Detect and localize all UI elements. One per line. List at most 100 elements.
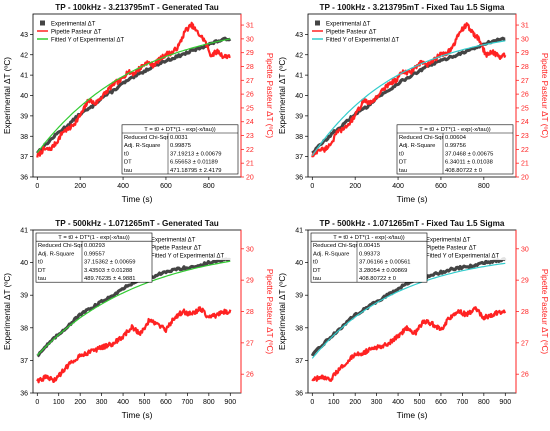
chart-4-fit-param-name: t0 xyxy=(313,260,318,266)
chart-4-fit-param-name: DT xyxy=(313,268,321,274)
chart-2-x-tick-label: 600 xyxy=(435,183,447,190)
chart-4-fit-param-name: Reduced Chi-Sqr xyxy=(313,243,358,249)
chart-3-y2-tick-label: 28 xyxy=(246,309,254,316)
chart-1-x-tick-label: 400 xyxy=(117,183,129,190)
chart-2-fit-param-value: 0.00604 xyxy=(445,135,467,141)
chart-4-x-tick-label: 900 xyxy=(499,399,511,406)
chart-4-fit-param-name: tau xyxy=(313,276,321,282)
chart-4-fit-param-name: Adj. R-Square xyxy=(313,251,349,257)
chart-3-fit-param-value: 0.00293 xyxy=(84,243,105,249)
chart-2-y-tick-label: 39 xyxy=(295,113,303,120)
chart-1-fit-table: T = t0 + DT*(1 - exp(-x/tau)) Reduced Chi… xyxy=(121,124,239,175)
chart-3-fit-equation: T = t0 + DT*(1 - exp(-x/tau)) xyxy=(58,235,129,241)
chart-4-x-tick-label: 100 xyxy=(328,399,340,406)
chart-4-y-tick-label: 39 xyxy=(295,293,303,300)
chart-2-y2-tick-label: 23 xyxy=(521,133,529,140)
chart-1-fit-param-name: Adj. R-Square xyxy=(124,143,160,149)
chart-3-fit-param-name: Reduced Chi-Sqr xyxy=(38,243,83,249)
chart-4-series-pipette xyxy=(311,306,507,382)
chart-3-fit-param-name: Adj. R-Square xyxy=(38,251,74,257)
chart-3-x-tick-label: 600 xyxy=(160,399,172,406)
chart-2-y2-tick-label: 30 xyxy=(521,36,529,43)
chart-4-fit-param-value: 0.99373 xyxy=(359,251,380,257)
chart-3-y2-tick-label: 29 xyxy=(246,278,254,285)
chart-4-y2-tick-label: 29 xyxy=(521,278,529,285)
chart-4-x-tick-label: 500 xyxy=(414,399,426,406)
chart-4-fit-param-value: 0.00415 xyxy=(359,243,380,249)
chart-4-series-experimental xyxy=(310,257,507,357)
chart-4-x-tick-label: 0 xyxy=(310,399,314,406)
chart-2-y2-tick-label: 24 xyxy=(521,119,529,126)
chart-2-y2-tick-label: 21 xyxy=(521,161,529,168)
chart-4-title: TP - 500kHz - 1.071265mT - Fixed Tau 1.5… xyxy=(320,219,505,228)
chart-2-y2-tick-label: 25 xyxy=(521,105,529,112)
chart-4-legend-label: Experimental ΔT xyxy=(426,237,471,243)
chart-3-legend-label: Fitted Y of Experimental ΔT xyxy=(151,253,224,259)
chart-4-x-axis-label: Time (s) xyxy=(397,410,428,420)
chart-3-x-axis-label: Time (s) xyxy=(122,410,153,420)
chart-2-fit-equation: T = t0 + DT*(1 - exp(-x/tau)) xyxy=(419,127,490,133)
chart-1-fit-param-name: Reduced Chi-Sqr xyxy=(124,135,169,141)
chart-1-series-pipette xyxy=(36,21,231,158)
chart-1-fit-equation: T = t0 + DT*(1 - exp(-x/tau)) xyxy=(144,127,215,133)
chart-3-y2-axis-label: Pipette Pasteur ΔT (ºC) xyxy=(265,269,274,354)
chart-1-y2-tick-label: 25 xyxy=(246,105,254,112)
chart-2-y-tick-label: 36 xyxy=(295,175,303,182)
chart-3-x-tick-label: 500 xyxy=(139,399,151,406)
chart-4-legend-label: Pipette Pasteur ΔT xyxy=(426,245,477,251)
chart-3-y2-tick-label: 27 xyxy=(246,340,254,347)
chart-3-legend: Experimental ΔT Pipette Pasteur ΔT Fitted … xyxy=(136,233,238,260)
chart-4-x-tick-label: 700 xyxy=(457,399,469,406)
chart-2-x-tick-label: 400 xyxy=(392,183,404,190)
chart-2-y2-tick-label: 20 xyxy=(521,175,529,182)
chart-1-fit-param-value: 6.55653 ± 0.01189 xyxy=(170,160,218,166)
chart-2-fit-param-name: t0 xyxy=(399,151,404,157)
chart-2-series-experimental xyxy=(311,36,506,155)
chart-4-legend-label: Fitted Y of Experimental ΔT xyxy=(426,253,499,259)
chart-2-fit-curve xyxy=(311,40,506,157)
chart-2-fit-param-value: 0.99756 xyxy=(445,143,466,149)
chart-1-y2-axis-label: Pipette Pasteur ΔT (ºC) xyxy=(265,53,274,138)
chart-3-fit-param-name: t0 xyxy=(38,260,43,266)
chart-4-y2-tick-label: 26 xyxy=(521,372,529,379)
chart-1-title: TP - 100kHz - 3.213795mT - Generated Tau xyxy=(55,3,219,12)
chart-1-y-tick-label: 41 xyxy=(20,73,28,80)
chart-2-fit-param-name: tau xyxy=(399,168,407,174)
chart-3-fit-param-name: DT xyxy=(38,268,46,274)
chart-1-legend-marker xyxy=(40,20,45,26)
chart-1: TP - 100kHz - 3.213795mT - Generated Tau… xyxy=(3,3,274,204)
chart-1-y2-tick-label: 30 xyxy=(246,36,254,43)
chart-3-fit-table: T = t0 + DT*(1 - exp(-x/tau)) Reduced Chi… xyxy=(35,232,153,283)
chart-4-fit-curve xyxy=(311,262,506,359)
chart-1-fit-param-value: 0.0031 xyxy=(170,135,188,141)
chart-2-fit-table: T = t0 + DT*(1 - exp(-x/tau)) Reduced Chi… xyxy=(396,124,514,175)
chart-1-fit-param-name: tau xyxy=(124,168,132,174)
chart-3-legend-label: Pipette Pasteur ΔT xyxy=(151,245,202,251)
chart-1-y2-tick-label: 27 xyxy=(246,78,254,85)
chart-1-x-tick-label: 200 xyxy=(74,183,86,190)
chart-4-fit-table: T = t0 + DT*(1 - exp(-x/tau)) Reduced Chi… xyxy=(310,232,428,283)
chart-1-y-tick-label: 38 xyxy=(20,134,28,141)
chart-1-y-axis-label: Experimental ΔT (ºC) xyxy=(3,57,12,134)
chart-4-fit-param-value: 37.06166 ± 0.00561 xyxy=(359,260,411,266)
chart-1-y2-tick-label: 22 xyxy=(246,147,254,154)
chart-1-legend-label: Fitted Y of Experimental ΔT xyxy=(51,37,124,43)
chart-3-y-axis-label: Experimental ΔT (ºC) xyxy=(3,273,12,350)
chart-3-series-pipette xyxy=(36,306,232,384)
chart-3-x-tick-label: 400 xyxy=(117,399,129,406)
chart-3-x-tick-label: 200 xyxy=(74,399,86,406)
chart-3-x-tick-label: 300 xyxy=(96,399,108,406)
chart-4-y-tick-label: 40 xyxy=(295,260,303,267)
chart-2-legend-label: Fitted Y of Experimental ΔT xyxy=(326,37,399,43)
chart-2-y2-tick-label: 22 xyxy=(521,147,529,154)
chart-1-y2-tick-label: 24 xyxy=(246,119,254,126)
chart-4-y2-tick-label: 27 xyxy=(521,340,529,347)
chart-1-x-tick-label: 0 xyxy=(35,183,39,190)
chart-3-title: TP - 500kHz - 1.071265mT - Generated Tau xyxy=(55,219,219,228)
chart-3-fit-param-value: 0.99557 xyxy=(84,251,105,257)
chart-3-legend-label: Experimental ΔT xyxy=(151,237,196,243)
chart-2-legend-label: Experimental ΔT xyxy=(326,21,371,27)
chart-1-y-tick-label: 42 xyxy=(20,52,28,59)
chart-1-y-tick-label: 40 xyxy=(20,93,28,100)
chart-1-fit-param-value: 37.19213 ± 0.00679 xyxy=(170,151,222,157)
